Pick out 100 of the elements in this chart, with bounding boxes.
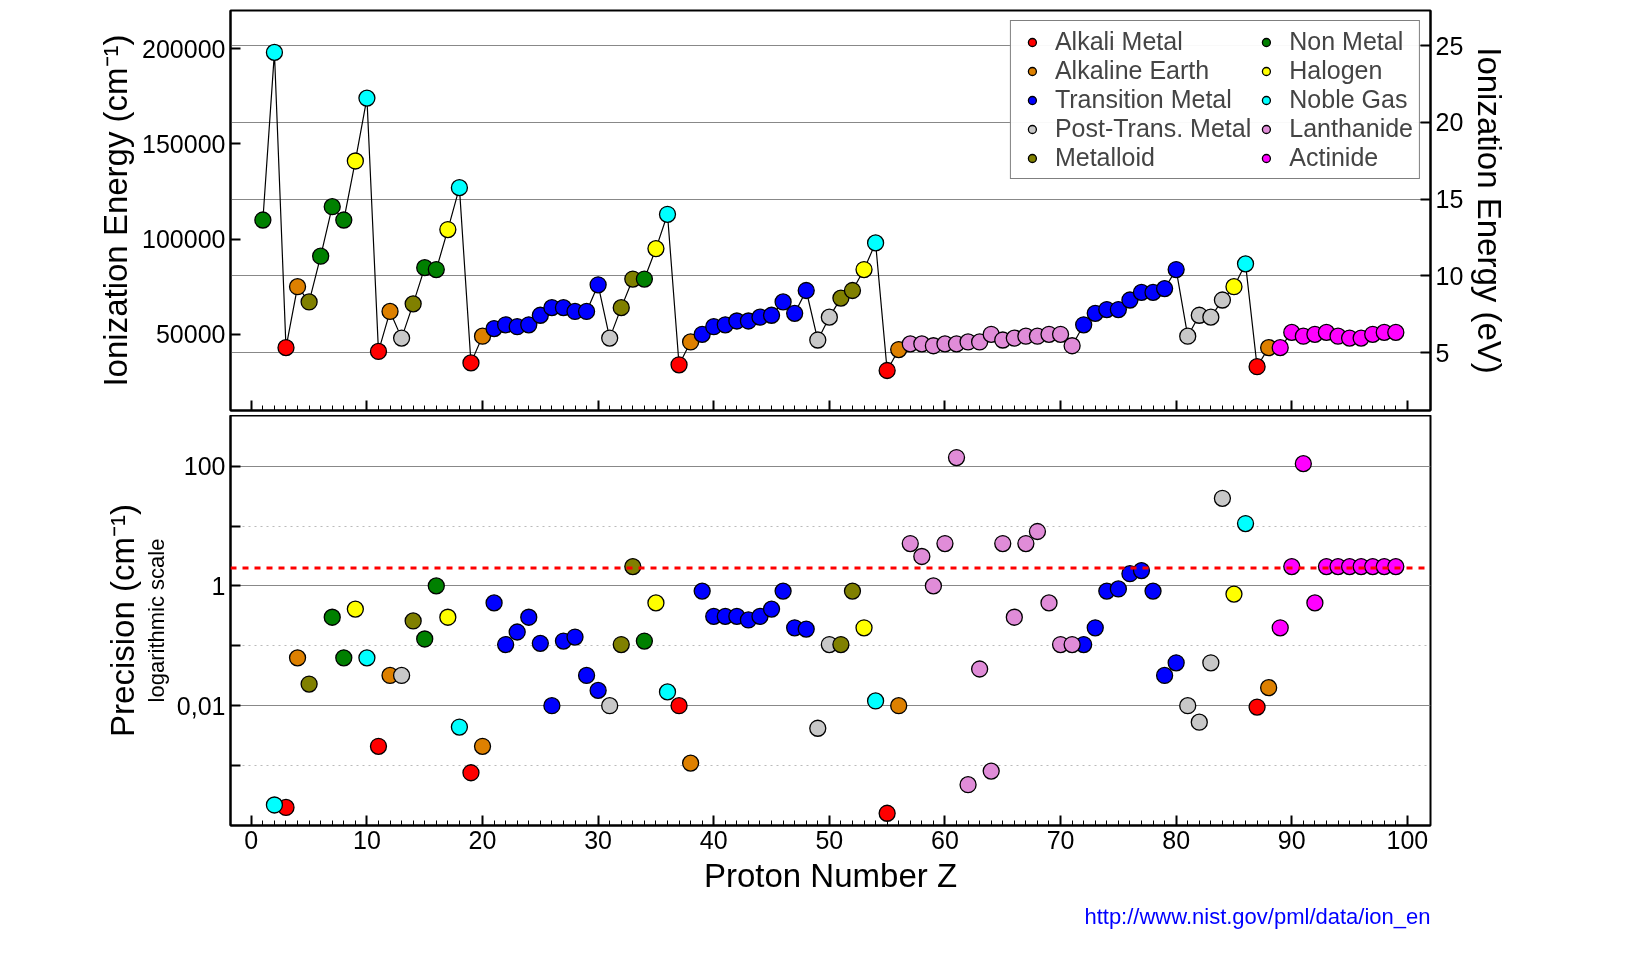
point [1051, 325, 1070, 343]
point [300, 293, 318, 311]
point [577, 666, 596, 685]
point [820, 308, 838, 326]
y2-tick-label: 5 [1435, 338, 1450, 367]
point [1236, 255, 1255, 273]
legend-label: Transition Metal [1054, 85, 1232, 114]
point [647, 239, 665, 258]
point [381, 302, 399, 321]
point [577, 302, 596, 321]
point [890, 697, 908, 715]
point [1271, 339, 1289, 357]
point [670, 356, 688, 374]
point [265, 43, 284, 62]
point [404, 295, 422, 313]
point [323, 198, 341, 216]
point [612, 635, 630, 654]
legend-label: Actinide [1289, 143, 1379, 172]
point [970, 660, 989, 678]
x-tick-label: 10 [353, 825, 381, 854]
point [774, 293, 792, 311]
legend-label: Non Metal [1289, 27, 1404, 56]
point [1155, 279, 1174, 298]
point [450, 179, 469, 197]
point [1213, 489, 1232, 507]
point [959, 776, 977, 794]
point [335, 649, 353, 667]
point [832, 635, 850, 654]
y-tick-label: 100 [183, 452, 226, 481]
point [1202, 654, 1220, 672]
x-tick-label: 20 [468, 825, 497, 854]
y2-tick-label: 15 [1435, 185, 1464, 214]
x-tick-label: 50 [815, 825, 844, 854]
point [809, 331, 827, 349]
point [288, 278, 307, 296]
point [254, 211, 272, 229]
legend-label: Alkaline Earth [1054, 56, 1210, 85]
point [1225, 585, 1243, 603]
y-tick-label: 1 [211, 571, 226, 600]
point [1167, 260, 1185, 279]
point [566, 628, 584, 646]
point [1248, 698, 1266, 716]
point [508, 623, 526, 641]
point [809, 719, 827, 737]
point [589, 681, 607, 700]
point [462, 354, 480, 372]
point [496, 635, 515, 654]
y-tick-label: 100000 [142, 225, 226, 254]
point [1144, 582, 1162, 600]
point [1236, 514, 1255, 533]
point [265, 796, 284, 814]
point [855, 260, 873, 279]
y-tick-label: 0,01 [176, 691, 226, 720]
point [589, 276, 607, 294]
y-tick-label: 50000 [155, 320, 226, 349]
point [1167, 654, 1185, 672]
point [658, 205, 677, 223]
y-tick-label: 150000 [142, 129, 226, 158]
point [1063, 337, 1081, 355]
point [323, 608, 341, 626]
point [1179, 697, 1197, 715]
point [878, 804, 896, 822]
point [1294, 455, 1312, 473]
y-axis-title: Precision (cm⁻¹) [103, 504, 141, 737]
point [1248, 358, 1266, 376]
point [635, 632, 654, 650]
y2-tick-label: 25 [1435, 31, 1464, 60]
point [994, 534, 1012, 553]
y-tick-label: 200000 [142, 34, 226, 63]
point [1109, 300, 1128, 319]
point [358, 649, 376, 667]
x-tick-label: 70 [1046, 825, 1075, 854]
point [681, 754, 700, 772]
point [439, 220, 457, 239]
point [346, 600, 365, 618]
point [612, 299, 630, 317]
point [936, 534, 954, 553]
point [843, 281, 862, 300]
point [670, 697, 688, 715]
point [288, 649, 307, 667]
point [1028, 522, 1047, 541]
point [427, 260, 445, 279]
point [1075, 316, 1093, 334]
x-tick-label: 90 [1277, 825, 1306, 854]
x-axis-title: Proton Number Z [703, 856, 958, 894]
point [797, 620, 815, 638]
point [1179, 327, 1197, 345]
point [635, 270, 654, 288]
point [450, 718, 469, 736]
point [1225, 278, 1243, 296]
point [277, 339, 295, 357]
point [369, 737, 388, 755]
point [346, 152, 365, 170]
point [1271, 619, 1289, 637]
point [427, 577, 445, 595]
point [300, 675, 318, 693]
point [358, 89, 376, 107]
point [1155, 666, 1174, 685]
point [681, 333, 700, 351]
x-tick-label: 30 [584, 825, 613, 854]
